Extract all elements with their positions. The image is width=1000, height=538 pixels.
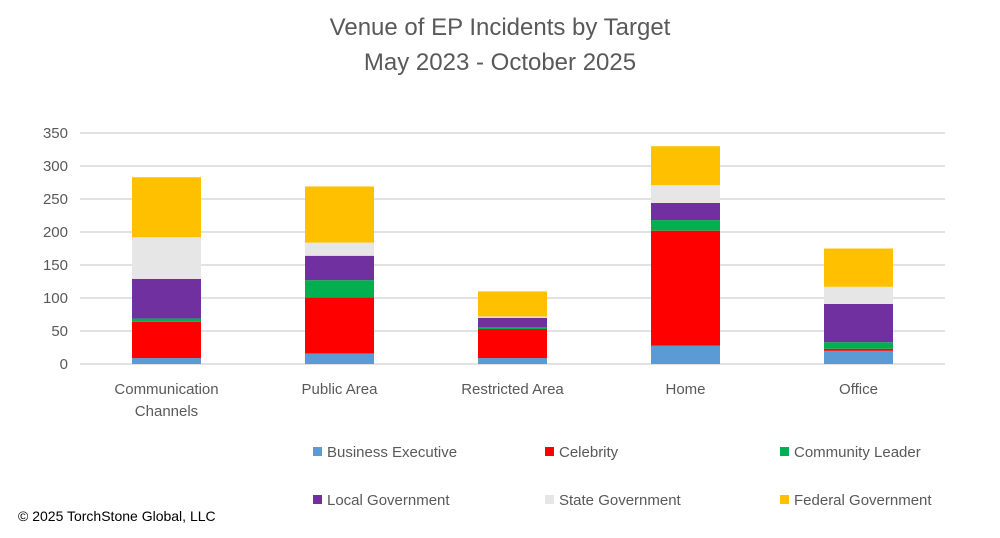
y-tick-label: 250 xyxy=(43,191,68,208)
legend-swatch xyxy=(780,447,789,456)
chart-subtitle: May 2023 - October 2025 xyxy=(364,49,636,76)
bar-segment xyxy=(132,237,201,279)
legend-label: State Government xyxy=(559,492,682,509)
bar-segment xyxy=(651,230,720,346)
bar-segment xyxy=(651,220,720,231)
bar-segment xyxy=(478,317,547,328)
bar-segment xyxy=(824,342,893,349)
legend-label: Federal Government xyxy=(794,492,932,509)
bar-segment xyxy=(824,248,893,287)
bar-segment xyxy=(305,242,374,256)
bar-segment xyxy=(478,327,547,330)
y-tick-label: 100 xyxy=(43,290,68,307)
y-tick-label: 350 xyxy=(43,125,68,142)
legend-label: Community Leader xyxy=(794,444,921,461)
bar-segment xyxy=(132,358,201,364)
bar-segment xyxy=(824,348,893,351)
bar-segment xyxy=(824,350,893,364)
legend-item: State Government xyxy=(545,492,682,509)
copyright-text: © 2025 TorchStone Global, LLC xyxy=(18,508,216,524)
y-tick-label: 0 xyxy=(60,356,68,373)
bar-segment xyxy=(478,316,547,318)
y-tick-label: 50 xyxy=(51,323,68,340)
legend-label: Celebrity xyxy=(559,444,619,461)
bar-segment xyxy=(824,286,893,304)
legend-swatch xyxy=(545,495,554,504)
chart-title: Venue of EP Incidents by Target xyxy=(330,14,671,41)
legend-label: Business Executive xyxy=(327,444,457,461)
bar-segment xyxy=(305,186,374,243)
x-tick-label: Restricted Area xyxy=(461,381,564,398)
bar-segment xyxy=(651,202,720,221)
legend-swatch xyxy=(545,447,554,456)
bar-segment xyxy=(478,358,547,364)
bar-segment xyxy=(651,185,720,203)
bar-segment xyxy=(132,318,201,322)
x-tick-label: Public Area xyxy=(302,381,379,398)
bar-segment xyxy=(305,280,374,298)
legend-item: Federal Government xyxy=(780,492,932,509)
bar-segment xyxy=(132,278,201,319)
legend-swatch xyxy=(313,495,322,504)
bar-segment xyxy=(651,345,720,364)
bar-segment xyxy=(478,329,547,359)
x-tick-label: Communication xyxy=(114,381,218,398)
bar-segment xyxy=(305,297,374,354)
legend-item: Celebrity xyxy=(545,444,619,461)
x-tick-label: Channels xyxy=(135,403,198,420)
legend-swatch xyxy=(780,495,789,504)
bar-segment xyxy=(651,146,720,186)
legend-item: Community Leader xyxy=(780,444,921,461)
x-tick-label: Home xyxy=(665,381,705,398)
bar-segment xyxy=(132,177,201,238)
legend-label: Local Government xyxy=(327,492,450,509)
bar-segment xyxy=(305,255,374,281)
bar-segment xyxy=(478,291,547,317)
y-tick-label: 150 xyxy=(43,257,68,274)
x-tick-label: Office xyxy=(839,381,878,398)
legend-item: Local Government xyxy=(313,492,450,509)
bar-segment xyxy=(132,321,201,359)
legend-item: Business Executive xyxy=(313,444,457,461)
y-tick-label: 200 xyxy=(43,224,68,241)
bar-segment xyxy=(305,353,374,364)
bar-segment xyxy=(824,303,893,343)
legend-swatch xyxy=(313,447,322,456)
y-tick-label: 300 xyxy=(43,158,68,175)
